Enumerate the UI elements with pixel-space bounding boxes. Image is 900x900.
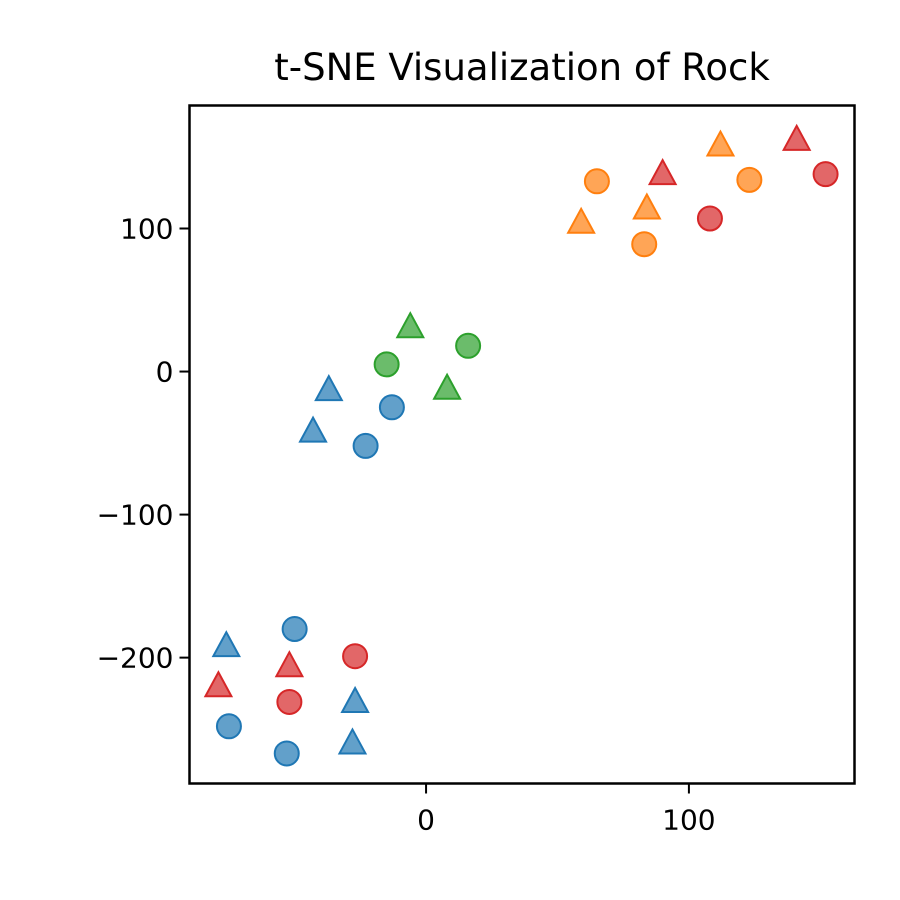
circle-point	[455, 332, 482, 359]
chart-title: t-SNE Visualization of Rock	[274, 46, 770, 89]
triangle-point	[395, 311, 425, 339]
triangle-point	[705, 129, 736, 157]
circle-point	[273, 740, 300, 767]
circle-point	[736, 166, 763, 193]
circle-point	[812, 161, 839, 188]
triangle-point	[781, 123, 812, 151]
triangle-point	[314, 374, 344, 402]
circle-point	[342, 643, 369, 670]
y-tick-label: −200	[97, 642, 174, 675]
circle-point	[696, 205, 723, 232]
circle-point	[583, 168, 610, 195]
triangle-point	[203, 670, 234, 698]
circle-point	[373, 351, 400, 378]
triangle-point	[632, 192, 662, 220]
circle-point	[276, 688, 303, 715]
y-tick-label: 0	[156, 356, 174, 389]
triangle-point	[298, 415, 328, 443]
triangle-point	[566, 206, 596, 234]
circle-point	[281, 616, 308, 643]
ticks-layer: 0 100 100 0 −100 −200	[97, 213, 716, 837]
points-layer	[203, 123, 839, 767]
triangle-point	[647, 158, 678, 186]
circle-point	[631, 231, 658, 258]
x-tick-label: 0	[417, 804, 435, 837]
circle-point	[378, 394, 405, 421]
plot-frame	[188, 104, 856, 785]
x-tick-label: 100	[662, 804, 715, 837]
y-tick-label: 100	[120, 213, 173, 246]
triangle-point	[274, 650, 305, 678]
circle-point	[215, 713, 242, 740]
triangle-point	[432, 372, 462, 400]
circle-point	[352, 432, 379, 459]
triangle-point	[337, 727, 368, 755]
triangle-point	[211, 630, 241, 658]
y-tick-label: −100	[97, 499, 174, 532]
triangle-point	[340, 685, 370, 713]
